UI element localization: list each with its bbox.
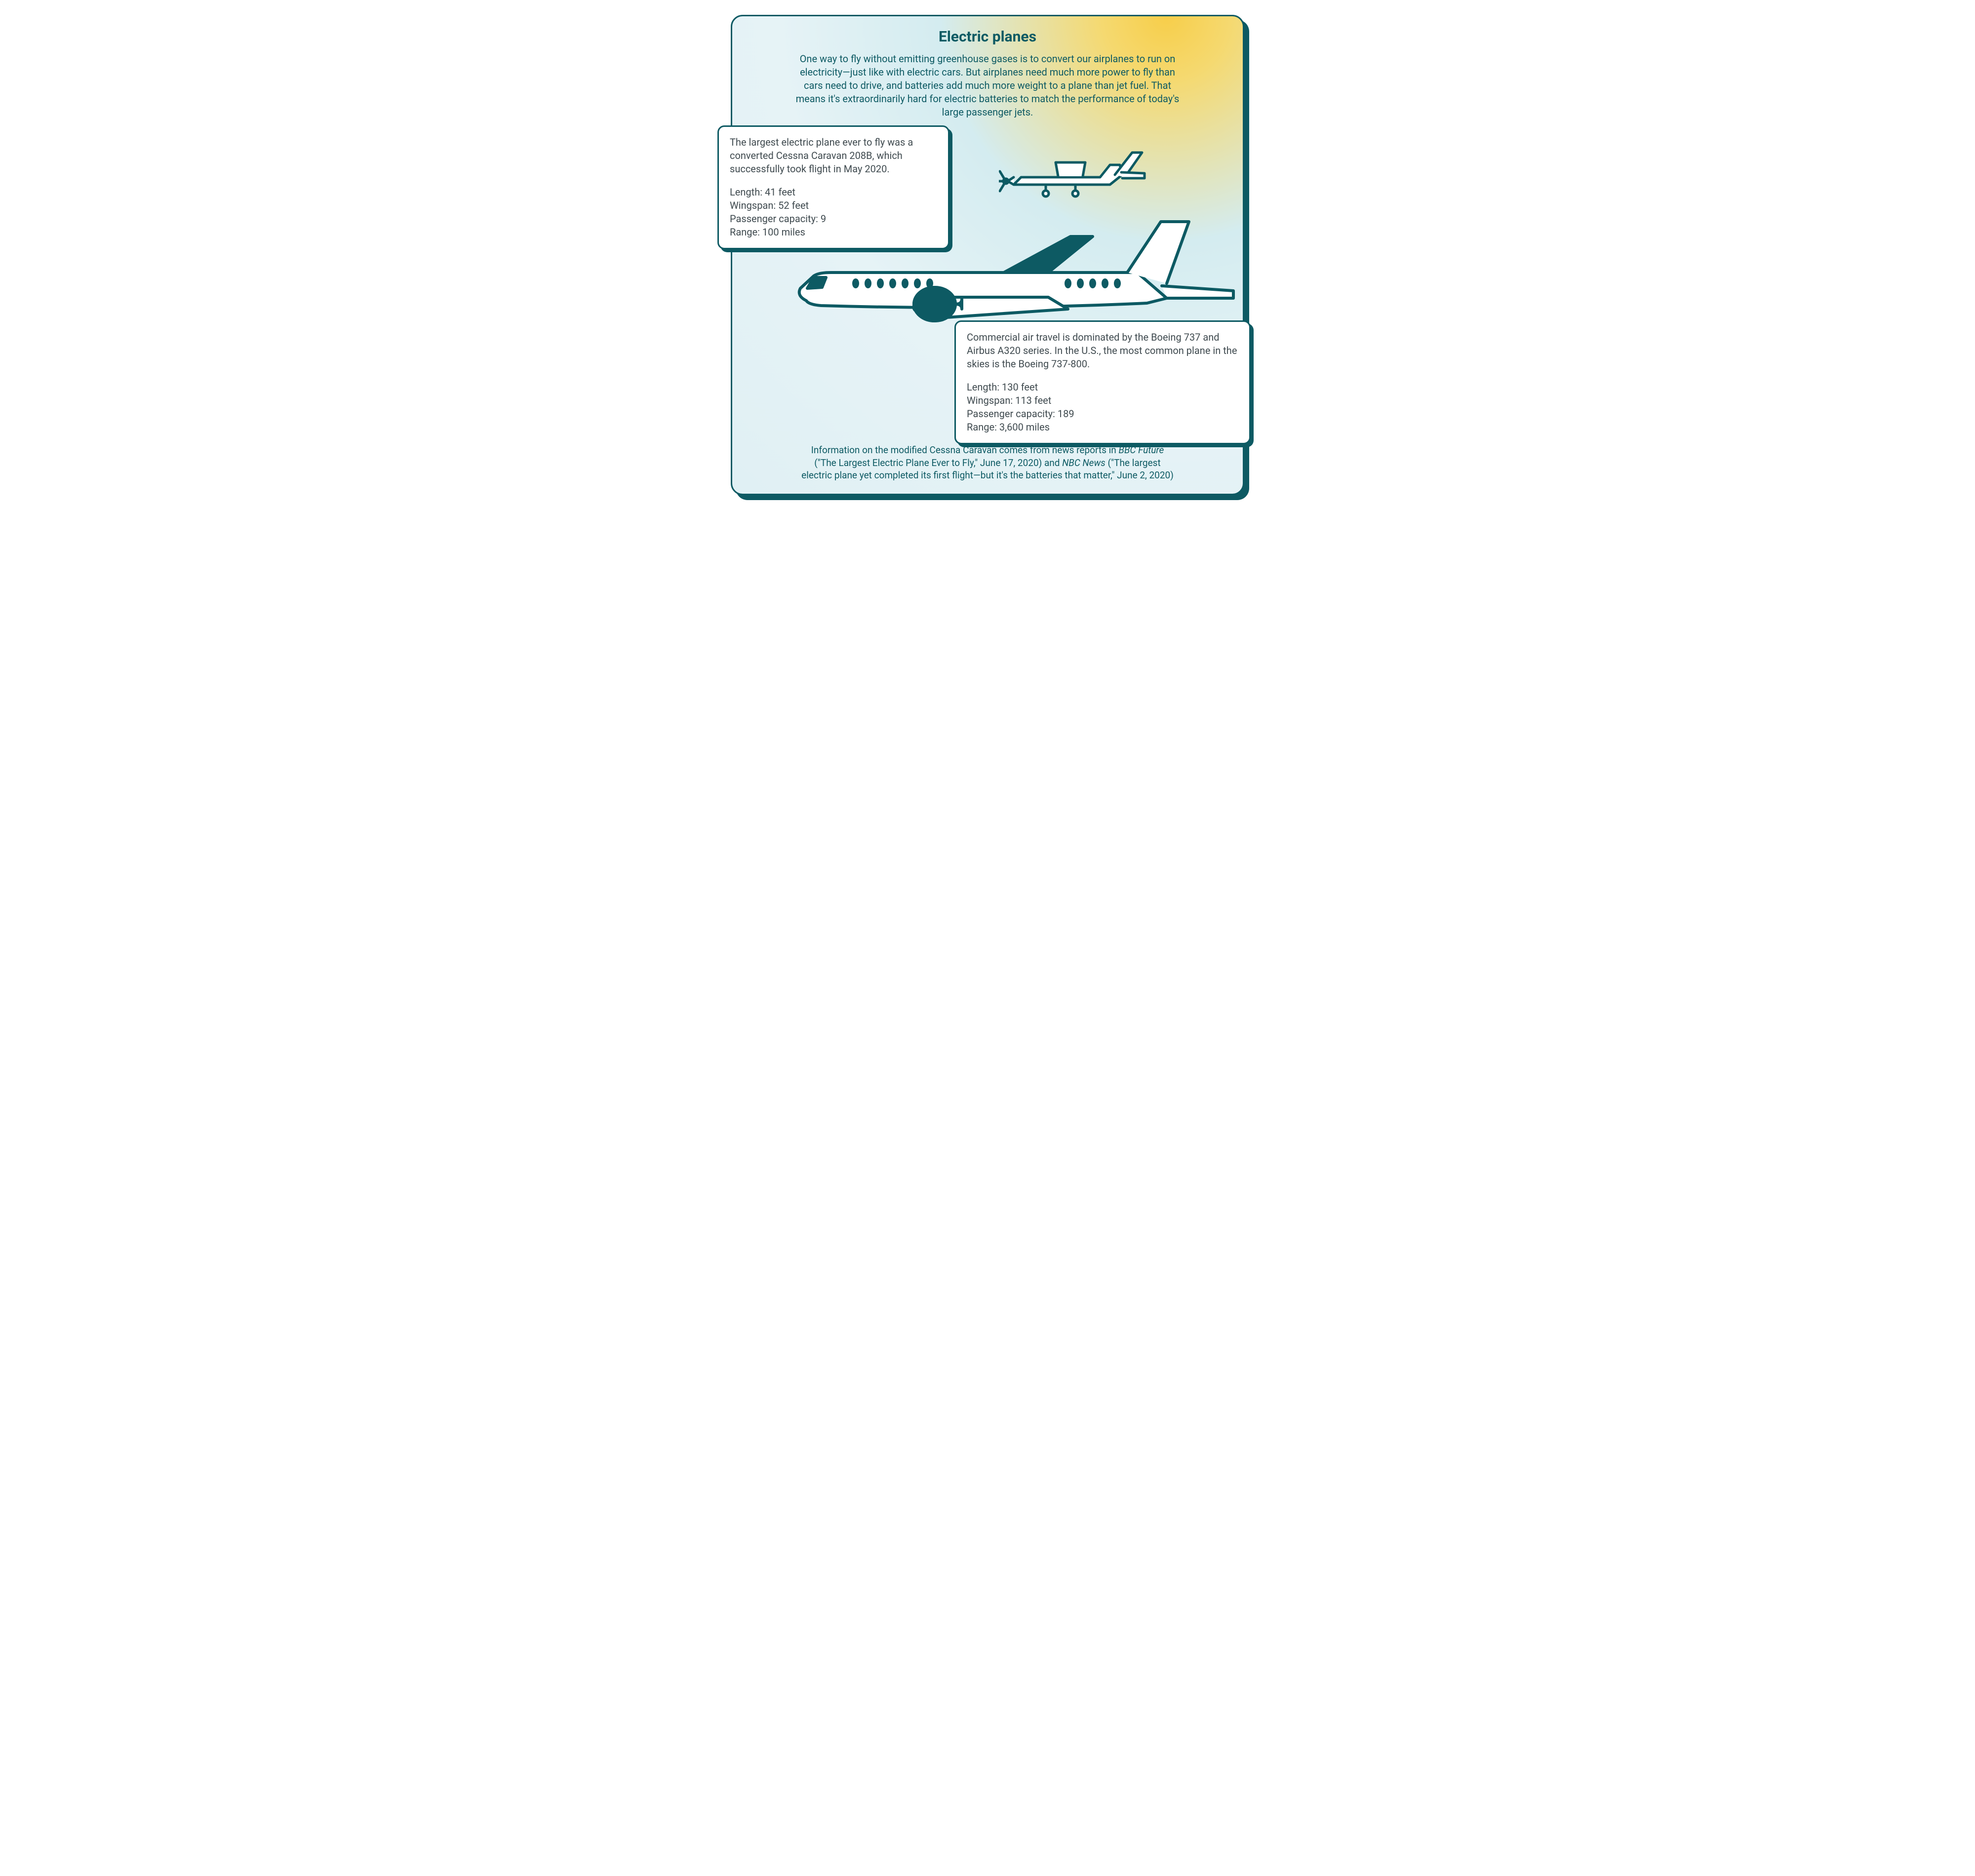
callout-large-plane: Commercial air travel is dominated by th… <box>954 320 1251 444</box>
callout-lead: Commercial air travel is dominated by th… <box>967 331 1238 371</box>
infographic-card: Electric planes One way to fly without e… <box>731 15 1244 495</box>
spec-length: Length: 41 feet <box>730 186 937 199</box>
spec-length: Length: 130 feet <box>967 381 1238 394</box>
spec-value: 113 feet <box>1015 394 1051 406</box>
small-plane-icon <box>999 138 1147 217</box>
callout-box: The largest electric plane ever to fly w… <box>717 125 949 249</box>
spec-value: 189 <box>1058 408 1074 420</box>
spec-label: Range: <box>967 421 997 433</box>
spec-label: Length: <box>730 186 762 198</box>
spec-value: 52 feet <box>778 199 809 211</box>
spec-wingspan: Wingspan: 52 feet <box>730 199 937 212</box>
card-body: Electric planes One way to fly without e… <box>731 15 1244 495</box>
callout-box: Commercial air travel is dominated by th… <box>954 320 1251 444</box>
source-footer: Information on the modified Cessna Carav… <box>790 444 1185 482</box>
spec-label: Wingspan: <box>967 394 1013 406</box>
intro-text: One way to fly without emitting greenhou… <box>783 52 1192 119</box>
page-title: Electric planes <box>732 28 1243 45</box>
spec-label: Wingspan: <box>730 199 776 211</box>
illustration-area: The largest electric plane ever to fly w… <box>732 128 1243 439</box>
spec-capacity: Passenger capacity: 189 <box>967 407 1238 421</box>
spec-label: Range: <box>730 226 760 238</box>
spec-label: Length: <box>967 381 999 393</box>
spec-wingspan: Wingspan: 113 feet <box>967 394 1238 407</box>
spec-label: Passenger capacity: <box>730 213 818 225</box>
spec-range: Range: 3,600 miles <box>967 421 1238 434</box>
spec-value: 100 miles <box>762 226 805 238</box>
callout-small-plane: The largest electric plane ever to fly w… <box>717 125 949 249</box>
spec-value: 9 <box>821 213 826 225</box>
callout-lead: The largest electric plane ever to fly w… <box>730 136 937 176</box>
spec-value: 3,600 miles <box>999 421 1050 433</box>
spec-capacity: Passenger capacity: 9 <box>730 212 937 226</box>
footer-source: NBC News <box>1062 457 1106 469</box>
spec-value: 130 feet <box>1002 381 1038 393</box>
spec-range: Range: 100 miles <box>730 226 937 239</box>
spec-value: 41 feet <box>765 186 795 198</box>
spec-label: Passenger capacity: <box>967 408 1055 420</box>
footer-text: ("The Largest Electric Plane Ever to Fly… <box>814 457 1062 469</box>
